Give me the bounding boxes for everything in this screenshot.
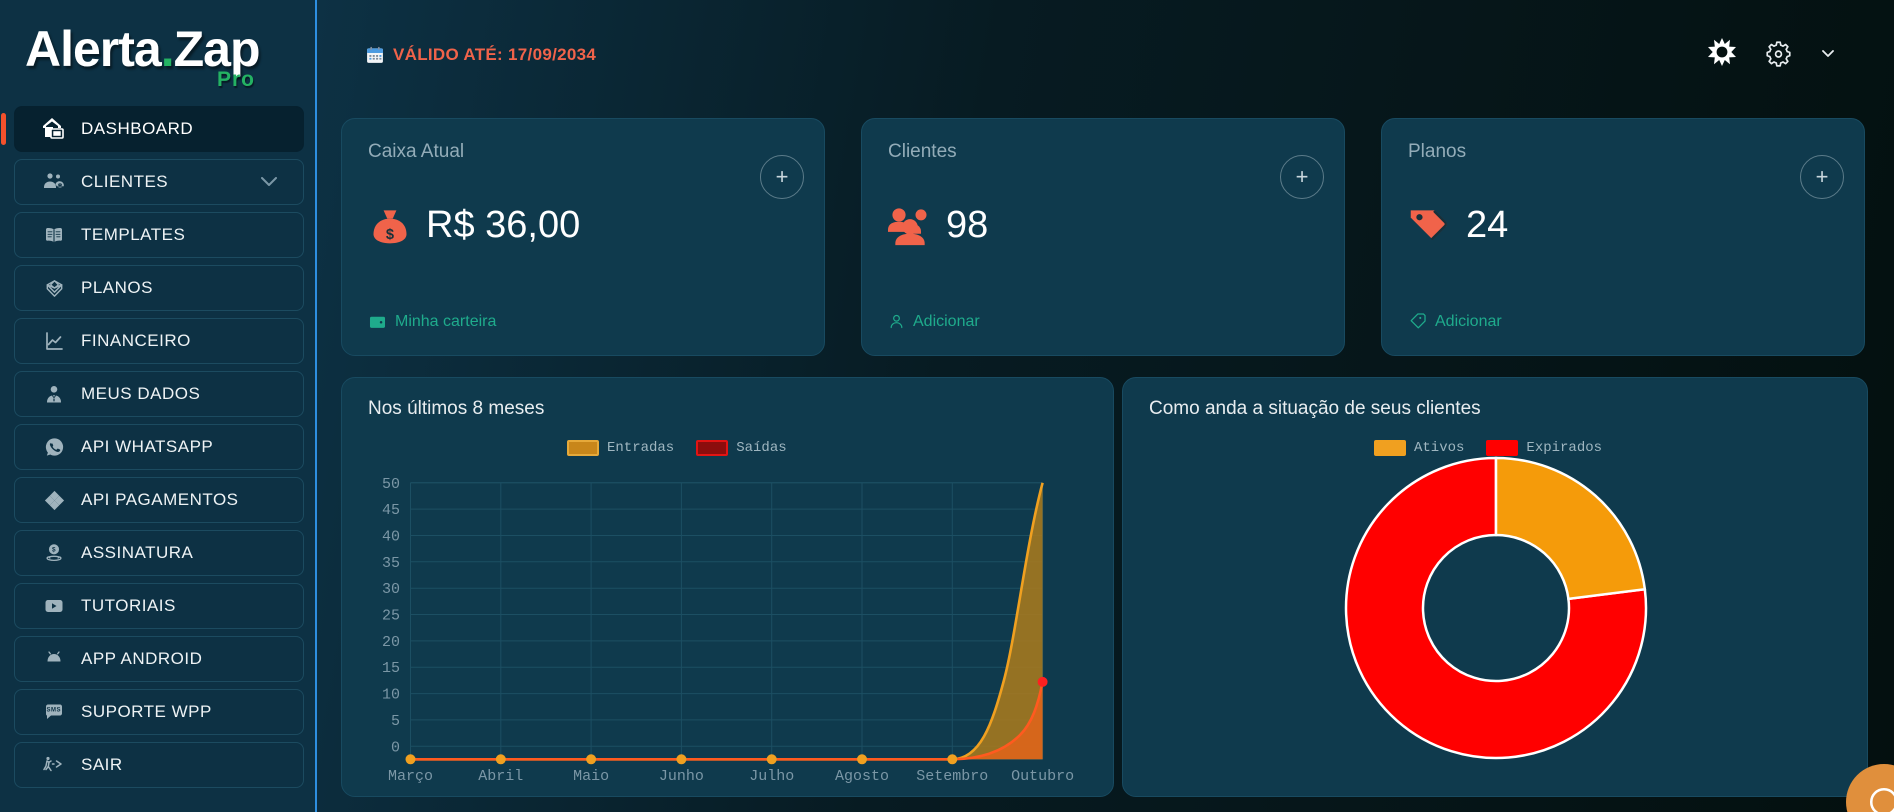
svg-text:40: 40 <box>382 529 400 546</box>
svg-text:Março: Março <box>388 768 433 785</box>
svg-text:Junho: Junho <box>659 768 704 785</box>
svg-text:10: 10 <box>382 687 400 704</box>
svg-text:$: $ <box>386 227 394 243</box>
svg-text:Julho: Julho <box>749 768 794 785</box>
svg-text:30: 30 <box>382 581 400 598</box>
svg-text:Maio: Maio <box>573 768 609 785</box>
svg-text:50: 50 <box>382 476 400 493</box>
svg-text:45: 45 <box>382 502 400 519</box>
svg-text:15: 15 <box>382 660 400 677</box>
svg-text:SMS: SMS <box>46 707 61 713</box>
svg-text:Outubro: Outubro <box>1011 768 1074 785</box>
svg-text:35: 35 <box>382 555 400 572</box>
svg-text:5: 5 <box>391 713 400 730</box>
svg-text:Agosto: Agosto <box>835 768 889 785</box>
svg-text:$: $ <box>52 546 56 553</box>
svg-text:Abril: Abril <box>478 768 523 785</box>
svg-text:20: 20 <box>382 634 400 651</box>
svg-text:0: 0 <box>391 739 400 756</box>
svg-text:25: 25 <box>382 608 400 625</box>
svg-text:Setembro: Setembro <box>916 768 988 785</box>
